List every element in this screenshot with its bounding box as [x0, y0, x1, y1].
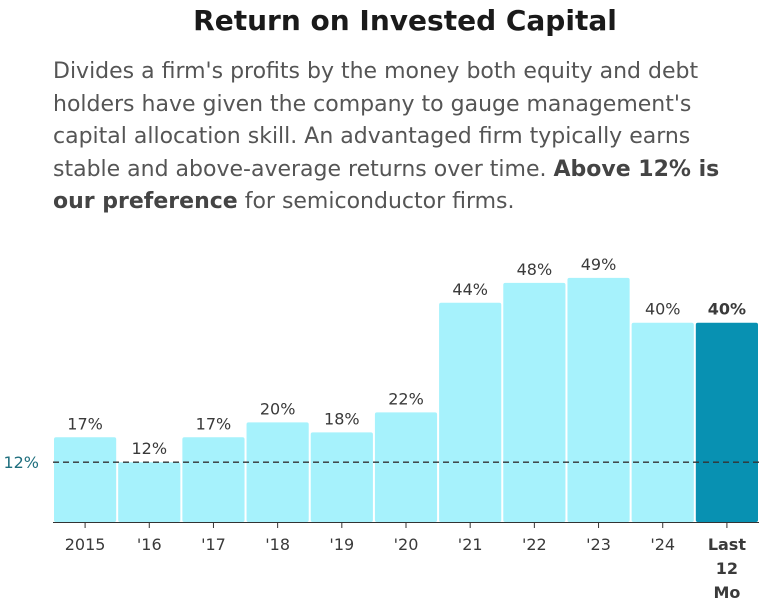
x-tick-label-8: '23 — [586, 535, 611, 554]
x-tick-label-9: '24 — [650, 535, 675, 554]
bar-8 — [567, 277, 630, 522]
x-tick-label-2: '17 — [201, 535, 226, 554]
value-label-0: 17% — [67, 414, 103, 433]
description-tail: for semiconductor firms. — [237, 189, 515, 214]
value-label-2: 17% — [196, 414, 232, 433]
x-tick-label-1: '16 — [137, 535, 162, 554]
x-tick-label-6: '21 — [458, 535, 483, 554]
chart-description: Divides a firm's profits by the money bo… — [53, 56, 753, 219]
x-tick-label-10: Last 12 Mo — [708, 535, 747, 602]
x-tick-label-0: 2015 — [65, 535, 106, 554]
x-tick-label-3: '18 — [265, 535, 290, 554]
chart-title: Return on Invested Capital — [193, 4, 617, 37]
x-tick-label-4: '19 — [329, 535, 354, 554]
bar-4 — [310, 432, 373, 522]
bar-2 — [182, 437, 245, 522]
bar-10 — [695, 322, 758, 522]
description-text: Divides a firm's profits by the money bo… — [53, 59, 699, 182]
bar-5 — [374, 412, 438, 522]
bar-0 — [54, 437, 117, 522]
value-label-3: 20% — [260, 399, 296, 418]
x-tick-label-7: '22 — [522, 535, 547, 554]
bar-7 — [503, 282, 566, 522]
value-label-4: 18% — [324, 409, 360, 428]
value-label-5: 22% — [388, 389, 424, 408]
value-label-7: 48% — [517, 260, 553, 279]
bar-6 — [439, 302, 502, 522]
value-label-6: 44% — [452, 280, 488, 299]
value-label-1: 12% — [131, 439, 167, 458]
bar-9 — [631, 322, 694, 522]
bar-1 — [118, 462, 181, 522]
value-label-10: 40% — [708, 300, 746, 319]
x-tick-label-5: '20 — [394, 535, 419, 554]
value-label-8: 49% — [581, 255, 617, 274]
reference-line-label: 12% — [3, 453, 39, 472]
value-label-9: 40% — [645, 300, 681, 319]
bar-3 — [246, 422, 309, 522]
description-emphasis: Above 12% is our preference — [53, 156, 720, 215]
